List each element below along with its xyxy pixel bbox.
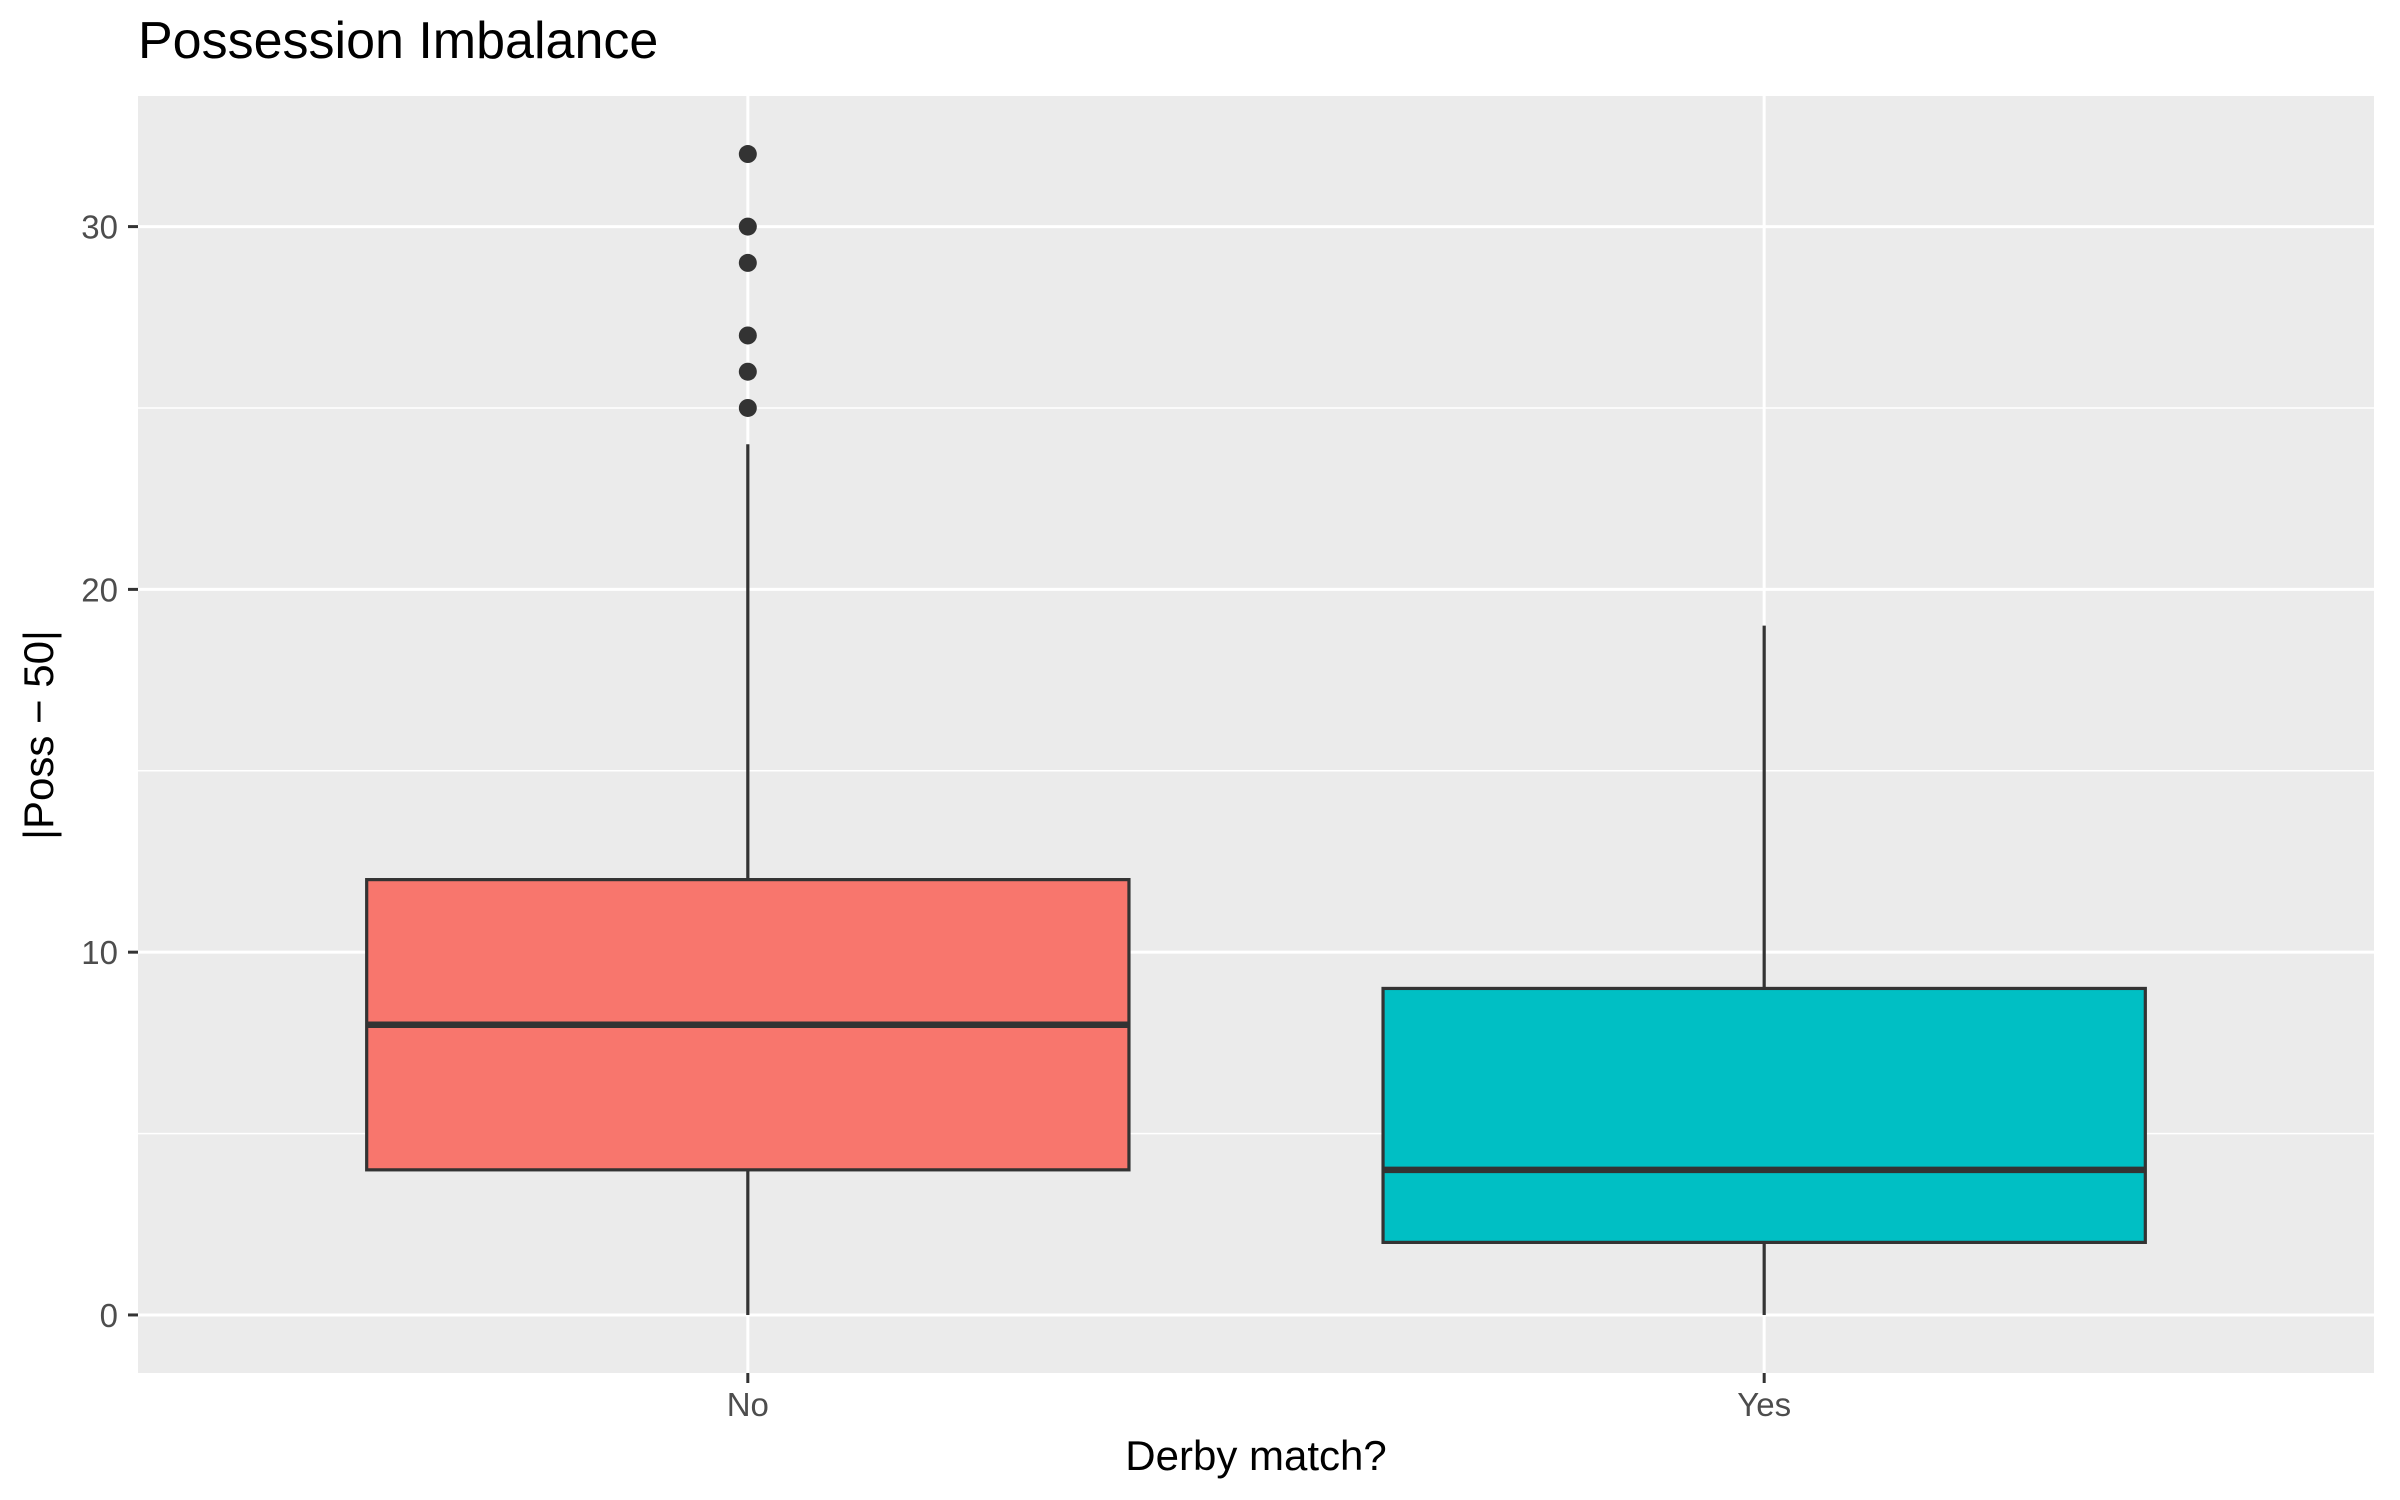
y-tick-label: 10 (81, 934, 118, 971)
outlier-point (738, 362, 757, 381)
outlier-point (738, 145, 757, 164)
outlier-point (738, 398, 757, 417)
y-axis-title: |Poss − 50| (15, 630, 62, 840)
y-tick-label: 30 (81, 209, 118, 246)
y-axis: 0 10 20 30 (81, 209, 138, 1334)
chart-title: Possession Imbalance (138, 12, 658, 70)
x-axis: No Yes (727, 1373, 1791, 1423)
outlier-point (738, 253, 757, 272)
outlier-point (738, 326, 757, 345)
x-tick-label: Yes (1737, 1386, 1791, 1423)
boxes-layer (365, 145, 2147, 1315)
y-tick-label: 20 (81, 571, 118, 608)
outlier-point (738, 217, 757, 236)
x-tick-label: No (727, 1386, 769, 1423)
box-group (365, 145, 1131, 1315)
y-tick-label: 0 (100, 1297, 118, 1334)
x-axis-title: Derby match? (1125, 1432, 1386, 1479)
box-group (1381, 625, 2147, 1315)
box-iqr (1381, 986, 2147, 1244)
